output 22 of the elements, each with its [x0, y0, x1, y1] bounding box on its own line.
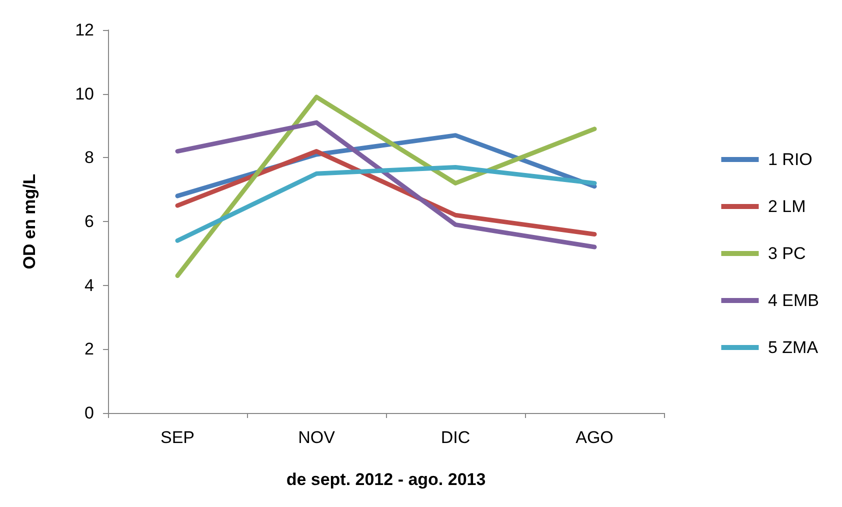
legend-label: 5 ZMA	[768, 338, 819, 357]
line-series	[175, 94, 597, 278]
legend-label: 2 LM	[768, 197, 806, 216]
line-series	[175, 164, 597, 243]
y-axis-title: OD en mg/L	[20, 174, 39, 270]
legend-label: 3 PC	[768, 244, 806, 263]
y-tick-label: 4	[84, 276, 94, 295]
y-tick-label: 10	[75, 84, 94, 104]
y-tick-label: 0	[84, 404, 94, 422]
x-tick-label: NOV	[298, 428, 336, 447]
x-tick-label: AGO	[576, 428, 614, 447]
x-tick-label: SEP	[160, 428, 195, 447]
y-tick-label: 6	[84, 212, 94, 231]
legend-label: 4 EMB	[768, 291, 820, 310]
line-series	[175, 120, 597, 250]
y-tick-label: 12	[75, 20, 94, 40]
x-tick-label: DIC	[440, 428, 470, 447]
y-tick-label: 8	[84, 148, 94, 168]
y-tick-label: 2	[84, 340, 94, 359]
line-series	[175, 149, 597, 237]
legend-label: 1 RIO	[768, 150, 812, 169]
x-axis-title: de sept. 2012 - ago. 2013	[286, 470, 486, 489]
